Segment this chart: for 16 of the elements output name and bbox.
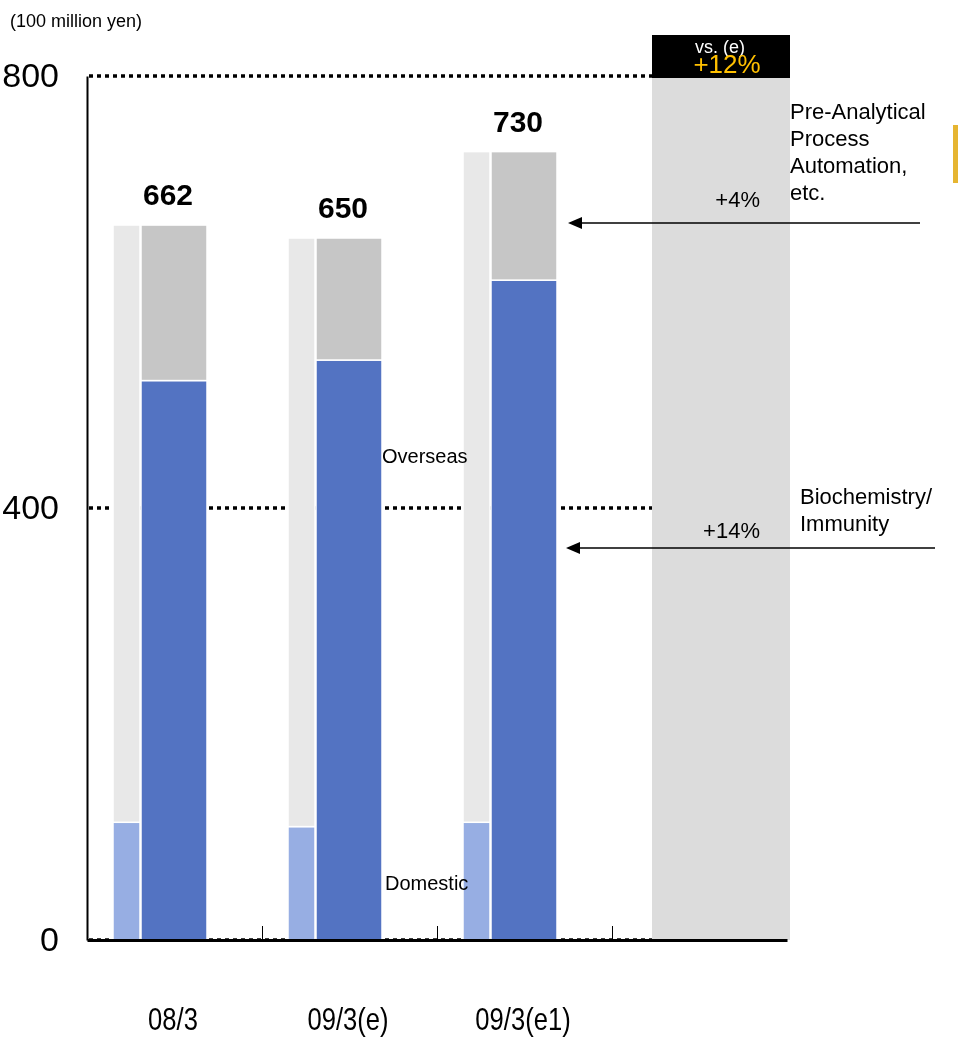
- text: Biochemistry/ Immunity: [800, 484, 933, 536]
- x-tick-label: 09/3(e1): [475, 1001, 571, 1037]
- y-axis-title: (100 million yen): [10, 11, 143, 31]
- total-label: 650: [317, 191, 369, 224]
- series-label: Overseas: [382, 445, 468, 467]
- x-tick-label: 08/3: [148, 1001, 198, 1037]
- text: Pre-Analytical Process Automation, etc.: [790, 99, 926, 205]
- series-label: Domestic: [385, 872, 469, 894]
- y-tick-label: 800: [2, 56, 59, 95]
- y-tick-label: 400: [2, 488, 59, 527]
- y-tick-label: 0: [40, 920, 59, 959]
- text: +14%: [703, 518, 760, 543]
- total-label: 662: [142, 178, 194, 212]
- x-tick-label: 09/3(e): [307, 1001, 389, 1037]
- text: +4%: [715, 187, 760, 212]
- total-label: 730: [492, 104, 544, 138]
